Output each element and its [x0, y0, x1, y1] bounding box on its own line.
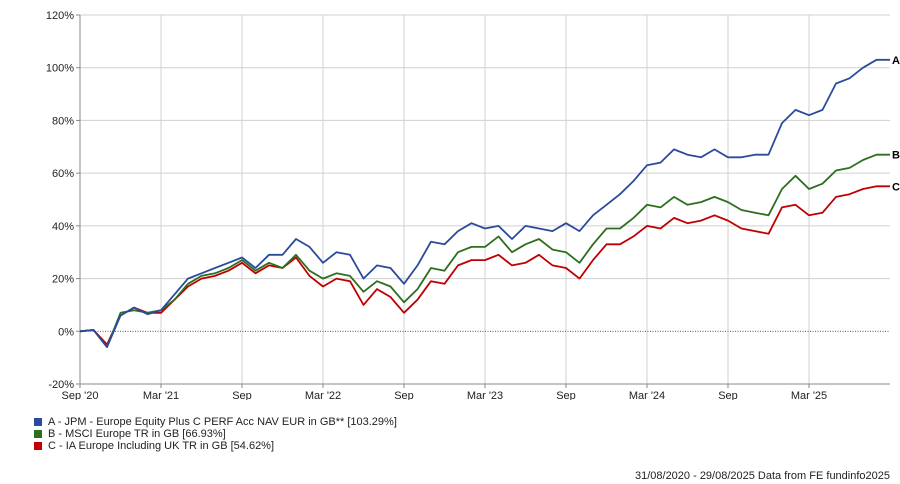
series-lines [79, 58, 890, 349]
series-line-b [79, 153, 890, 349]
y-tick-label: 80% [52, 115, 74, 127]
legend-swatch-c [34, 442, 42, 450]
y-tick-label: 40% [52, 221, 74, 233]
series-end-label-c: C [892, 181, 900, 193]
y-tick-label: 100% [46, 63, 74, 75]
x-tick-label: Mar '22 [305, 390, 341, 400]
legend-item-c: C - IA Europe Including UK TR in GB [54.… [34, 440, 397, 452]
x-tick-label: Mar '23 [467, 390, 503, 400]
x-tick-label: Sep [394, 390, 414, 400]
x-tick-label: Sep [232, 390, 252, 400]
chart-footer-source: 31/08/2020 - 29/08/2025 Data from FE fun… [634, 470, 890, 482]
y-tick-label: -20% [48, 379, 74, 391]
series-line-a [79, 58, 890, 349]
x-tick-label: Sep [556, 390, 576, 400]
y-axis-ticks: -20% 0% 20% 40% 60% 80% 100% 120% [46, 10, 80, 391]
x-axis-ticks: Sep '20 Mar '21 Sep Mar '22 Sep Mar '23 Sep Mar… [62, 384, 827, 400]
legend-swatch-b [34, 430, 42, 438]
series-end-label-a: A [892, 55, 900, 67]
y-tick-label: 120% [46, 10, 74, 22]
y-tick-label: 20% [52, 274, 74, 286]
plot-area: -20% 0% 20% 40% 60% 80% 100% 120% Sep '20 Mar '2… [46, 10, 900, 400]
x-tick-label: Mar '21 [143, 390, 179, 400]
x-tick-label: Sep [718, 390, 738, 400]
x-tick-label: Sep '20 [62, 390, 99, 400]
series-end-label-b: B [892, 150, 900, 162]
x-tick-label: Mar '25 [791, 390, 827, 400]
legend-item-b: B - MSCI Europe TR in GB [66.93%] [34, 428, 397, 440]
series-end-labels: A B C [892, 55, 900, 194]
legend-label-b: B - MSCI Europe TR in GB [66.93%] [48, 428, 226, 440]
legend-item-a: A - JPM - Europe Equity Plus C PERF Acc … [34, 416, 397, 428]
y-tick-label: 0% [58, 326, 74, 338]
series-line-c [79, 185, 890, 346]
legend-label-a: A - JPM - Europe Equity Plus C PERF Acc … [48, 416, 397, 428]
legend-swatch-a [34, 418, 42, 426]
legend: A - JPM - Europe Equity Plus C PERF Acc … [34, 416, 397, 452]
line-chart: -20% 0% 20% 40% 60% 80% 100% 120% Sep '20 Mar '2… [46, 10, 900, 400]
y-tick-label: 60% [52, 168, 74, 180]
legend-label-c: C - IA Europe Including UK TR in GB [54.… [48, 440, 275, 452]
x-tick-label: Mar '24 [629, 390, 665, 400]
